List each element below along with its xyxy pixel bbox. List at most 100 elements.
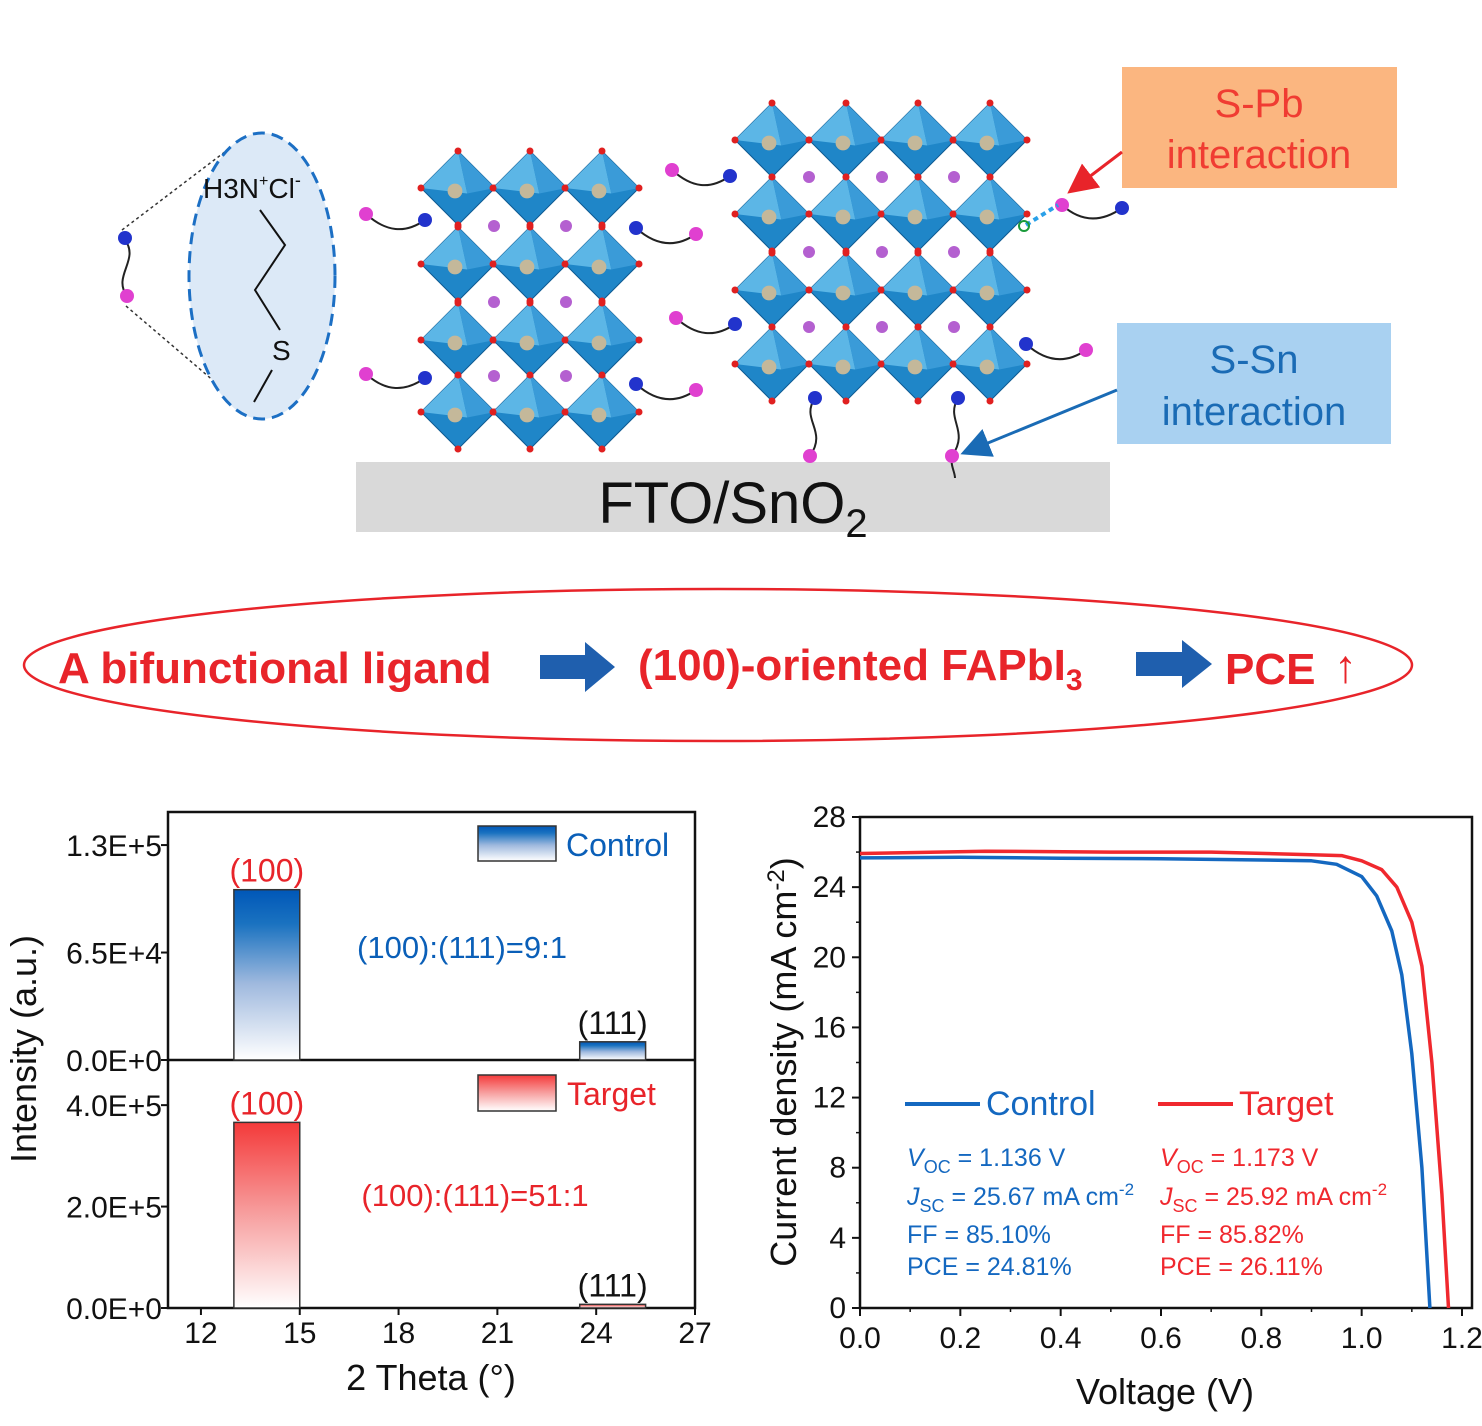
iodine-atom-icon xyxy=(1023,210,1031,218)
octahedron-facet xyxy=(530,227,567,270)
octahedron-facet xyxy=(846,253,883,296)
pb-atom-icon xyxy=(761,285,777,301)
pb-atom-icon xyxy=(907,285,923,301)
jsc-superscript: -2 xyxy=(1119,1180,1134,1199)
octahedron-facet xyxy=(493,151,540,194)
pbi6-octahedron xyxy=(805,99,887,181)
pb-atom-icon xyxy=(519,259,535,275)
control-ratio-annotation: (100):(111)=9:1 xyxy=(357,930,567,965)
iodine-atom-icon xyxy=(768,173,776,181)
bar-control-0 xyxy=(233,888,301,1061)
bar-peak-label: (111) xyxy=(578,1005,648,1041)
pb-atom-icon xyxy=(835,135,851,151)
legend-label-target: Target xyxy=(567,1076,656,1112)
voc-subscript: OC xyxy=(1177,1157,1204,1177)
iodine-atom-icon xyxy=(877,286,885,294)
iodine-atom-icon xyxy=(417,408,425,416)
pbi6-octahedron xyxy=(805,323,887,405)
jsc-symbol: J xyxy=(1159,1183,1173,1211)
octahedron-facet xyxy=(421,375,468,418)
iodine-atom-icon xyxy=(768,397,776,405)
bar-target-1 xyxy=(578,1303,647,1309)
ligand-ellipse xyxy=(187,131,337,421)
octahedron-facet xyxy=(953,327,1000,370)
jv-chart: Current density (mA cm-2) Voltage (V) Co… xyxy=(763,801,1482,1412)
pbi6-octahedron xyxy=(561,147,643,229)
fa-cation-icon xyxy=(803,246,815,258)
y-tick-label: 20 xyxy=(813,941,846,974)
iodine-atom-icon xyxy=(914,99,922,107)
bar-target-0 xyxy=(233,1121,301,1309)
s-sn-callout: S-Sn interaction xyxy=(960,323,1391,457)
sulfur-end-icon xyxy=(665,163,679,177)
iodine-atom-icon xyxy=(489,184,497,192)
iodine-atom-icon xyxy=(842,397,850,405)
iodine-atom-icon xyxy=(526,223,534,231)
amine-end-icon xyxy=(951,391,965,405)
pbi6-octahedron xyxy=(417,371,499,453)
s-pb-bond xyxy=(1024,203,1060,227)
summary-banner: A bifunctional ligand (100)-oriented FAP… xyxy=(22,587,1414,743)
banner-ellipse xyxy=(22,587,1414,743)
iodine-atom-icon xyxy=(489,336,497,344)
ligand-chain xyxy=(635,383,697,401)
pbi6-octahedron xyxy=(731,99,813,181)
pce-value: PCE = 26.11% xyxy=(1160,1253,1323,1281)
y-tick-label: 1.3E+5 xyxy=(66,830,162,863)
zoom-guide-line xyxy=(121,147,231,231)
pb-atom-icon xyxy=(519,407,535,423)
iodine-atom-icon xyxy=(598,223,606,231)
iodine-atom-icon xyxy=(731,136,739,144)
iodine-atom-icon xyxy=(561,336,569,344)
octahedron-facet xyxy=(809,177,856,220)
legend-label-control: Control xyxy=(566,827,669,863)
x-tick-label: 27 xyxy=(678,1317,711,1350)
voc-symbol: V xyxy=(907,1144,926,1172)
octahedron-facet xyxy=(602,303,639,346)
octahedron-facet xyxy=(772,177,809,220)
iodine-atom-icon xyxy=(454,445,462,453)
iodine-atom-icon xyxy=(635,336,643,344)
substrate: FTO/SnO2 xyxy=(356,462,1110,546)
pbi6-octahedron xyxy=(561,299,643,381)
sulfur-end-icon xyxy=(803,449,817,463)
fa-cation-icon xyxy=(876,246,888,258)
octahedron-facet xyxy=(846,177,883,220)
sulfur-end-icon xyxy=(359,367,373,381)
xrd-y-axis-label: Intensity (a.u.) xyxy=(3,935,44,1163)
surface-ligands xyxy=(359,163,1129,401)
iodine-atom-icon xyxy=(986,323,994,331)
iodine-atom-icon xyxy=(561,184,569,192)
sulfur-end-icon xyxy=(1055,198,1069,212)
ligand-molecule xyxy=(629,377,703,401)
fa-cation-icon xyxy=(876,171,888,183)
legend-swatch-control xyxy=(477,825,557,862)
y-tick-label: 24 xyxy=(813,871,846,904)
pbi6-octahedron xyxy=(877,99,959,181)
octahedron-facet xyxy=(493,303,540,346)
pbi6-octahedron xyxy=(805,173,887,255)
voc-subscript: OC xyxy=(924,1157,951,1177)
ligand-chain xyxy=(675,317,736,335)
pbi6-octahedron xyxy=(877,173,959,255)
jv-y-axis-label: Current density (mA cm-2) xyxy=(763,857,804,1266)
molecule-schematic: H3N+Cl- S xyxy=(118,131,337,421)
pb-atom-icon xyxy=(979,135,995,151)
octahedron-facet xyxy=(602,375,639,418)
octahedron-facet xyxy=(772,103,809,146)
x-tick-label: 0.2 xyxy=(939,1322,981,1355)
bar-peak-label: (100) xyxy=(229,1085,304,1121)
pb-atom-icon xyxy=(907,359,923,375)
ligand-molecule xyxy=(1019,337,1093,361)
bar-peak-label: (111) xyxy=(578,1267,648,1303)
iodine-atom-icon xyxy=(526,445,534,453)
pbi6-octahedron xyxy=(805,249,887,331)
amine-end-icon xyxy=(418,213,432,227)
pbi6-octahedron xyxy=(949,249,1031,331)
callout-title: S-Sn xyxy=(1210,338,1299,382)
callout-arrow xyxy=(1067,150,1123,194)
octahedron-facet xyxy=(530,375,567,418)
fa-cation-icon xyxy=(488,220,500,232)
octahedron-facet xyxy=(918,253,955,296)
octahedron-facet xyxy=(918,327,955,370)
